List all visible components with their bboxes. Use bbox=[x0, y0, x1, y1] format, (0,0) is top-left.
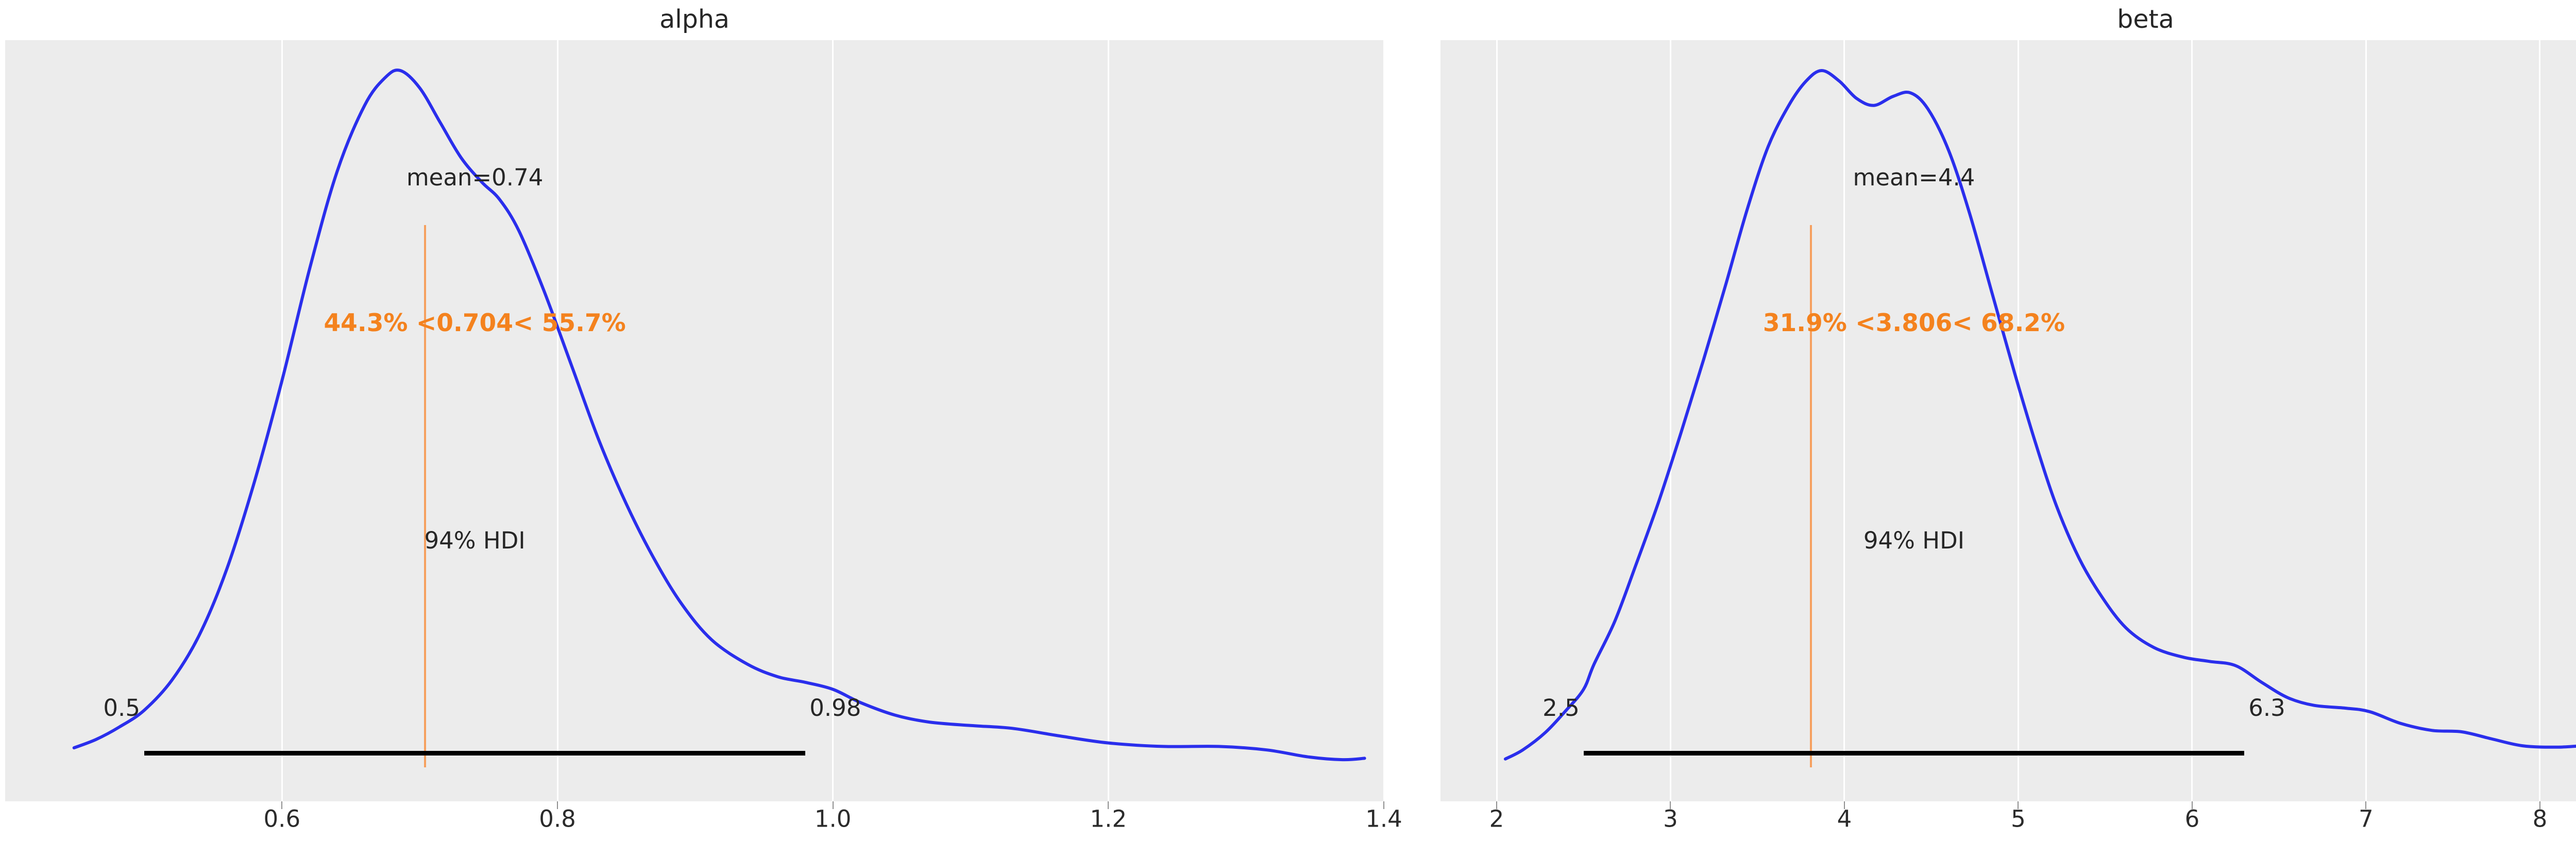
x-tick-mark bbox=[2191, 801, 2193, 809]
x-axis: 23456789 bbox=[1440, 801, 2576, 841]
hdi-prob-label: 94% HDI bbox=[1863, 527, 1965, 554]
gridline bbox=[2539, 40, 2541, 801]
mean-label: mean=0.74 bbox=[406, 164, 544, 191]
x-tick-label: 7 bbox=[2359, 805, 2374, 833]
x-tick-mark bbox=[2365, 801, 2367, 809]
x-tick-label: 3 bbox=[1663, 805, 1678, 833]
gridline bbox=[1383, 40, 1384, 801]
kde-curve bbox=[72, 68, 1366, 762]
hdi-bar bbox=[1583, 751, 2245, 756]
x-tick-label: 1.4 bbox=[1365, 805, 1402, 833]
gridline bbox=[2191, 40, 2193, 801]
x-tick-mark bbox=[1843, 801, 1845, 809]
gridline bbox=[281, 40, 283, 801]
kde-curve-svg bbox=[72, 68, 1366, 762]
x-tick-mark bbox=[281, 801, 283, 809]
panel-title: alpha bbox=[659, 5, 730, 34]
x-tick-label: 4 bbox=[1837, 805, 1852, 833]
gridline bbox=[1496, 40, 1498, 801]
hdi-lower-label: 0.5 bbox=[103, 694, 140, 722]
ref-val-line bbox=[424, 225, 427, 767]
x-tick-label: 6 bbox=[2184, 805, 2200, 833]
gridline bbox=[1843, 40, 1845, 801]
x-tick-mark bbox=[2539, 801, 2540, 809]
ref-val-text: 31.9% <3.806< 68.2% bbox=[1762, 309, 2065, 337]
x-tick-label: 5 bbox=[2011, 805, 2026, 833]
gridline bbox=[2017, 40, 2019, 801]
x-tick-mark bbox=[1496, 801, 1497, 809]
x-tick-label: 2 bbox=[1489, 805, 1504, 833]
x-tick-mark bbox=[1670, 801, 1671, 809]
x-axis: 0.6 0.8 1.0 1.2 1.4 bbox=[5, 801, 1402, 841]
x-tick-label: 0.8 bbox=[539, 805, 576, 833]
gridline bbox=[1107, 40, 1109, 801]
x-tick-label: 1.2 bbox=[1090, 805, 1127, 833]
mean-label: mean=4.4 bbox=[1853, 164, 1975, 191]
gridline bbox=[2365, 40, 2367, 801]
gridline bbox=[556, 40, 558, 801]
hdi-prob-label: 94% HDI bbox=[424, 527, 526, 554]
hdi-lower-label: 2.5 bbox=[1543, 694, 1580, 722]
x-tick-mark bbox=[557, 801, 558, 809]
hdi-upper-label: 6.3 bbox=[2248, 694, 2285, 722]
panel-title: beta bbox=[2117, 5, 2174, 34]
ref-val-line bbox=[1809, 225, 1812, 767]
hdi-upper-label: 0.98 bbox=[809, 694, 861, 722]
panel-beta: beta mean=4.4 31.9% <3.806< 68.2% 94% HD… bbox=[1440, 0, 2576, 841]
x-tick-label: 8 bbox=[2532, 805, 2548, 833]
panel-alpha: alpha mean=0.74 44.3% <0.704< 55.7% 94% … bbox=[5, 0, 1402, 841]
x-tick-mark bbox=[832, 801, 834, 809]
gridline bbox=[1669, 40, 1671, 801]
x-tick-label: 1.0 bbox=[814, 805, 852, 833]
plot-area: mean=4.4 31.9% <3.806< 68.2% 94% HDI 2.5… bbox=[1440, 40, 2576, 801]
ref-val-text: 44.3% <0.704< 55.7% bbox=[324, 309, 626, 337]
gridline bbox=[832, 40, 834, 801]
x-tick-mark bbox=[2018, 801, 2019, 809]
x-tick-label: 0.6 bbox=[263, 805, 301, 833]
x-tick-mark bbox=[1383, 801, 1384, 809]
plot-area: mean=0.74 44.3% <0.704< 55.7% 94% HDI 0.… bbox=[5, 40, 1384, 801]
kde-curve-svg bbox=[1503, 69, 2576, 761]
kde-curve bbox=[1503, 69, 2576, 761]
hdi-bar bbox=[144, 751, 806, 756]
x-tick-mark bbox=[1108, 801, 1109, 809]
